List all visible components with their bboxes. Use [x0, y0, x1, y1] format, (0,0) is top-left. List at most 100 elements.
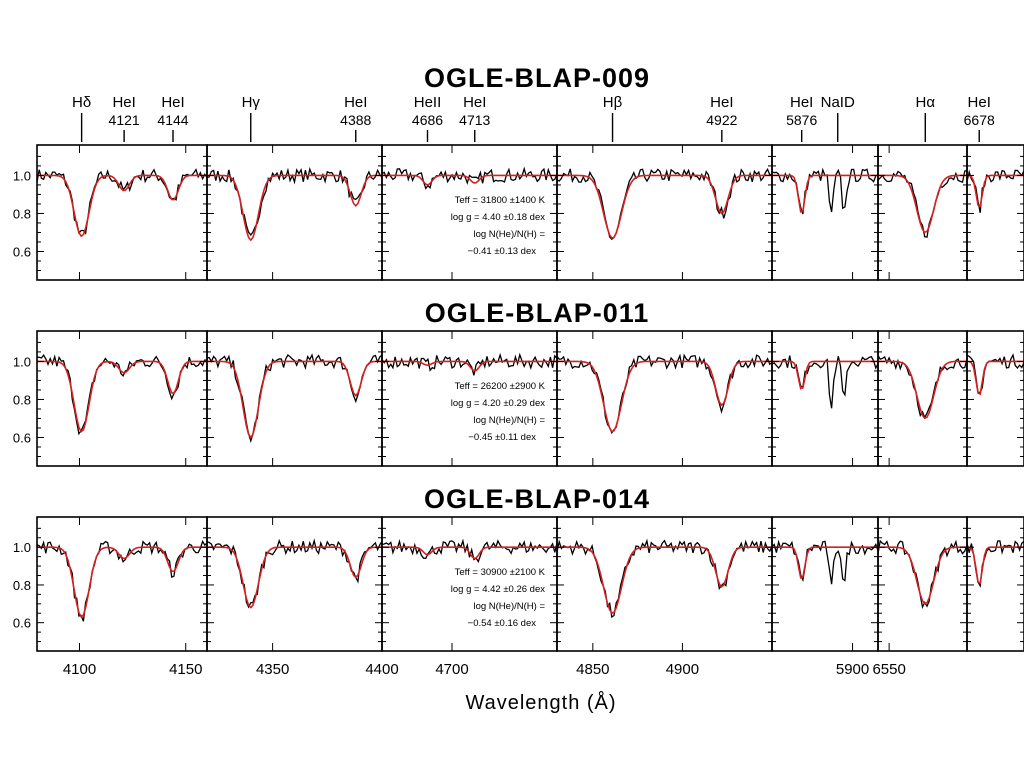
- line-label: HeII: [414, 94, 442, 111]
- line-wavelength: 6678: [964, 112, 995, 128]
- spectrum-panel: [966, 330, 1024, 467]
- model-spectrum-line: [772, 546, 878, 579]
- star-title: OGLE-BLAP-014: [424, 484, 650, 514]
- panel-frame: [206, 144, 383, 281]
- y-tick-label: 0.6: [13, 430, 31, 445]
- panel-frame: [556, 516, 773, 652]
- model-spectrum-line: [382, 546, 557, 560]
- spectrum-panel: [206, 144, 383, 281]
- model-spectrum-line: [382, 360, 557, 372]
- model-spectrum-line: [878, 174, 967, 234]
- stellar-parameter: log N(He)/N(H) =: [473, 229, 545, 240]
- stellar-parameter: log g = 4.42 ±0.26 dex: [451, 584, 545, 595]
- star-row: OGLE-BLAP-009 0.6 0.8 1.0 Teff = 31800 ±1400…: [13, 63, 1024, 281]
- y-tick-label: 0.6: [13, 244, 31, 259]
- model-spectrum-line: [37, 174, 207, 238]
- panel-frame: [36, 516, 208, 652]
- spectrum-panel: [877, 516, 968, 652]
- x-tick-label: 6550: [872, 661, 905, 678]
- y-tick-label: 1.0: [13, 354, 31, 369]
- star-row: OGLE-BLAP-011 0.6 0.8 1.0 Teff = 26200 ±2900…: [13, 298, 1024, 467]
- line-label: HeI: [968, 94, 991, 111]
- x-tick-label: 4350: [256, 661, 289, 678]
- panel-frame: [877, 330, 968, 467]
- stellar-parameter: log N(He)/N(H) =: [473, 415, 545, 426]
- spectrum-panel: [556, 330, 773, 467]
- spectrum-panel: [771, 516, 879, 652]
- x-tick-label: 4100: [63, 661, 96, 678]
- stellar-parameter: log g = 4.20 ±0.29 dex: [451, 398, 545, 409]
- observed-spectrum-line: [206, 166, 383, 236]
- spectrum-panel: [877, 330, 968, 467]
- panel-frame: [556, 144, 773, 281]
- line-wavelength: 4922: [706, 112, 737, 128]
- line-label: HeI: [344, 94, 367, 111]
- observed-spectrum-line: [556, 538, 773, 619]
- panel-frame: [966, 144, 1024, 281]
- model-spectrum-line: [772, 360, 878, 390]
- model-spectrum-line: [557, 174, 772, 239]
- model-spectrum-line: [557, 546, 772, 615]
- line-wavelength: 4713: [459, 112, 490, 128]
- stellar-parameter: −0.45 ±0.11 dex: [468, 432, 536, 443]
- x-axis: 4100 4150 4350 4400 4700 4850 4900 5900 6550: [63, 661, 906, 678]
- model-spectrum-line: [37, 360, 207, 433]
- line-label: HeI: [710, 94, 733, 111]
- y-tick-label: 0.8: [13, 578, 31, 593]
- observed-spectrum-line: [771, 539, 879, 585]
- model-spectrum-line: [966, 174, 1024, 208]
- x-tick-label: 4850: [576, 661, 609, 678]
- panel-frame: [771, 144, 879, 281]
- stellar-parameter: Teff = 26200 ±2900 K: [455, 381, 546, 392]
- model-spectrum-line: [772, 174, 878, 213]
- line-label: HeI: [112, 94, 135, 111]
- spectrum-panel: [556, 516, 773, 652]
- model-spectrum-line: [37, 546, 207, 619]
- spectrum-panel: [36, 144, 208, 281]
- x-tick-label: 4900: [666, 661, 699, 678]
- y-tick-label: 0.8: [13, 206, 31, 221]
- model-spectrum-line: [878, 360, 967, 420]
- model-spectrum-line: [207, 546, 382, 609]
- observed-spectrum-line: [877, 539, 968, 610]
- panel-frame: [206, 330, 383, 467]
- line-label: NaID: [821, 94, 855, 111]
- panel-frame: [206, 516, 383, 652]
- line-label: HeI: [161, 94, 184, 111]
- line-wavelength: 4144: [157, 112, 188, 128]
- stellar-parameter: Teff = 31800 ±1400 K: [455, 195, 546, 206]
- line-wavelength: 4686: [412, 112, 443, 128]
- spectrum-panel: [771, 144, 879, 281]
- star-title: OGLE-BLAP-009: [424, 63, 650, 93]
- x-tick-label: 4150: [169, 661, 202, 678]
- observed-spectrum-line: [206, 353, 383, 444]
- line-wavelength: 5876: [786, 112, 817, 128]
- panel-frame: [966, 330, 1024, 467]
- star-title: OGLE-BLAP-011: [425, 298, 650, 328]
- spectrum-panel: [206, 516, 383, 652]
- spectrum-panel: [771, 330, 879, 467]
- observed-spectrum-line: [877, 354, 968, 420]
- star-row: OGLE-BLAP-014 0.6 0.8 1.0 Teff = 30900 ±2100…: [13, 484, 1024, 652]
- panel-frame: [771, 330, 879, 467]
- spectrum-panel: [966, 516, 1024, 652]
- observed-spectrum-line: [556, 353, 773, 435]
- stellar-parameter: −0.54 ±0.16 dex: [468, 618, 537, 629]
- x-axis-label: Wavelength (Å): [465, 691, 616, 714]
- panel-frame: [771, 516, 879, 652]
- stellar-parameter: −0.41 ±0.13 dex: [468, 246, 537, 257]
- spectrum-panel: [877, 144, 968, 281]
- panel-rows: OGLE-BLAP-009 0.6 0.8 1.0 Teff = 31800 ±1400…: [13, 63, 1024, 652]
- observed-spectrum-line: [771, 355, 879, 409]
- spectrum-panel: [381, 144, 558, 281]
- line-label: HeI: [790, 94, 813, 111]
- line-label: Hγ: [242, 94, 261, 111]
- y-tick-label: 1.0: [13, 168, 31, 183]
- line-wavelength: 4121: [109, 112, 140, 128]
- model-spectrum-line: [382, 174, 557, 186]
- panel-frame: [556, 330, 773, 467]
- observed-spectrum-line: [36, 354, 208, 436]
- stellar-parameter: log N(He)/N(H) =: [473, 601, 545, 612]
